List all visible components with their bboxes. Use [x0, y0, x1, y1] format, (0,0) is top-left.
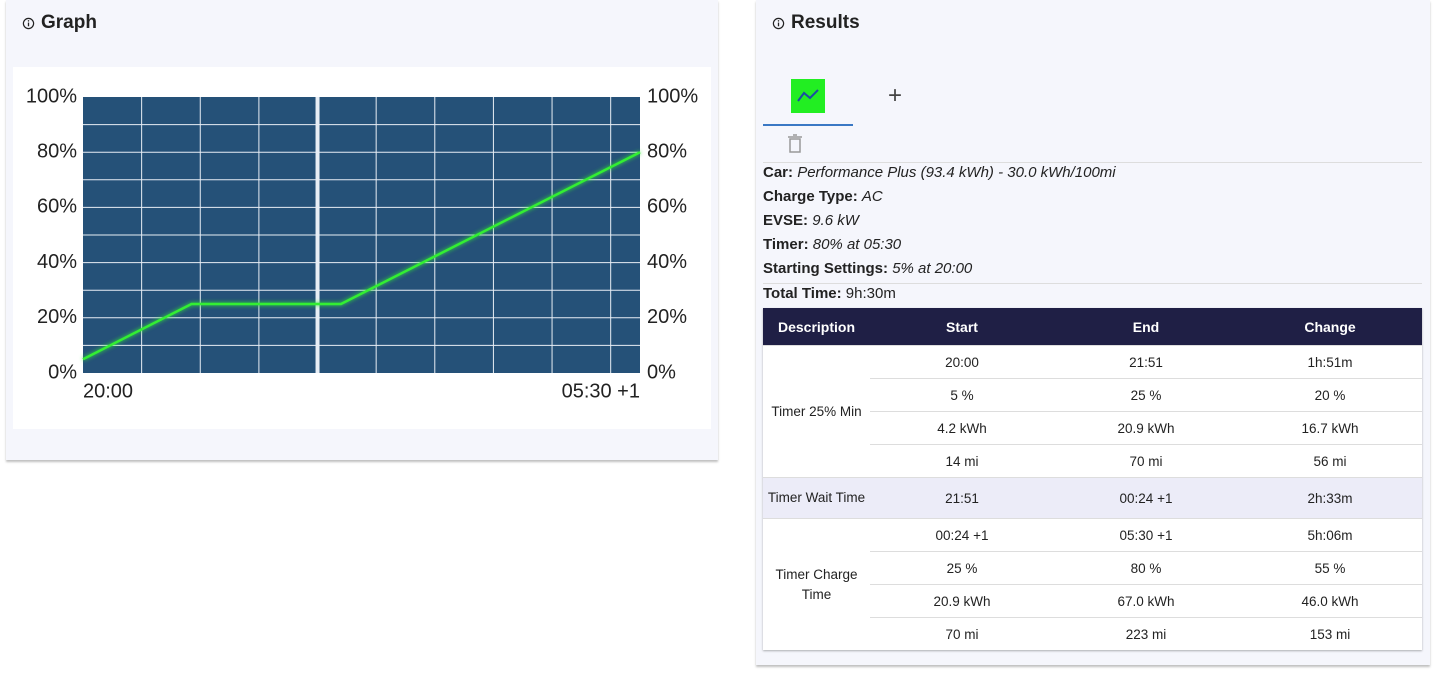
table-cell: 80 % [1054, 551, 1238, 585]
table-row: 25 % 80 % 55 % [763, 551, 1422, 585]
table-cell: 00:24 +1 [1054, 477, 1238, 519]
y-tick-label: 20% [37, 306, 77, 328]
table-row: 70 mi 223 mi 153 mi [763, 617, 1422, 650]
chart: 0% 20% 40% 60% 80% 100% 0% 20% 40% 60% 80% 100% 20:0… [13, 67, 711, 429]
info-row: Total Time: 9h:30m [763, 285, 896, 302]
divider [763, 162, 1422, 163]
table-cell: 153 mi [1238, 617, 1422, 650]
table-cell: 25 % [1054, 378, 1238, 412]
table-cell: 56 mi [1238, 444, 1422, 478]
column-header: Change [1238, 308, 1422, 346]
info-label: EVSE: [763, 212, 809, 229]
table-cell: 20:00 [870, 345, 1054, 379]
table-cell: 05:30 +1 [1054, 518, 1238, 552]
table-cell: 00:24 +1 [870, 518, 1054, 552]
info-value: 5% at 20:00 [892, 260, 973, 277]
table-cell: 46.0 kWh [1238, 584, 1422, 618]
table-row: 5 % 25 % 20 % [763, 378, 1422, 412]
add-tab[interactable]: + [888, 82, 903, 109]
panel-header: Graph [22, 12, 97, 34]
table-cell: 20.9 kWh [870, 584, 1054, 618]
y-tick-label: 40% [37, 251, 77, 273]
y2-tick-label: 0% [647, 361, 676, 383]
info-row: Starting Settings: 5% at 20:00 [763, 260, 972, 277]
info-label: Car: [763, 164, 794, 181]
y2-tick-label: 100% [647, 85, 698, 107]
info-label: Starting Settings: [763, 260, 889, 277]
panel-title: Graph [41, 12, 97, 33]
column-header: End [1054, 308, 1238, 346]
table-row: Timer Charge Time 00:24 +1 05:30 +1 5h:06m [763, 518, 1422, 650]
results-table: Description Start End Change Timer 25% Min 20… [763, 308, 1422, 650]
table-cell: 223 mi [1054, 617, 1238, 650]
y2-tick-label: 60% [647, 196, 687, 218]
description-cell: Timer 25% Min [763, 345, 870, 478]
result-tab[interactable] [791, 79, 825, 113]
table-cell: 21:51 [870, 477, 1054, 519]
y-tick-label: 100% [26, 85, 77, 107]
table-cell: 70 mi [1054, 444, 1238, 478]
table-cell: 1h:51m [1238, 345, 1422, 379]
x-tick-label: 20:00 [83, 380, 133, 402]
y-tick-label: 60% [37, 196, 77, 218]
info-icon[interactable] [772, 17, 785, 30]
table-cell: 20 % [1238, 378, 1422, 412]
table-cell: 5 % [870, 378, 1054, 412]
x-tick-label: 05:30 +1 [562, 380, 640, 402]
y-tick-label: 80% [37, 140, 77, 162]
info-label: Charge Type: [763, 188, 858, 205]
table-cell: 67.0 kWh [1054, 584, 1238, 618]
table-cell: 21:51 [1054, 345, 1238, 379]
table-cell: 55 % [1238, 551, 1422, 585]
info-value: AC [861, 188, 883, 205]
info-icon[interactable] [22, 17, 35, 30]
table-cell: 25 % [870, 551, 1054, 585]
y2-tick-label: 80% [647, 140, 687, 162]
table-cell: 5h:06m [1238, 518, 1422, 552]
table-cell: 20.9 kWh [1054, 411, 1238, 445]
divider [763, 283, 1422, 284]
line-series [82, 151, 641, 361]
column-header: Description [763, 308, 870, 346]
table-cell: 14 mi [870, 444, 1054, 478]
info-row: Charge Type: AC [763, 188, 883, 205]
column-header: Start [870, 308, 1054, 346]
description-cell: Timer Wait Time [763, 477, 870, 519]
tab-indicator [763, 124, 853, 126]
table-row: 14 mi 70 mi 56 mi [763, 444, 1422, 478]
table-row: 4.2 kWh 20.9 kWh 16.7 kWh [763, 411, 1422, 445]
panel-title: Results [791, 12, 860, 33]
table-cell: 16.7 kWh [1238, 411, 1422, 445]
table-row: Timer Wait Time 21:51 00:24 +1 2h:33m [763, 477, 1422, 519]
y2-tick-label: 20% [647, 306, 687, 328]
results-panel: Results + Car: Performance Plus (93.4 kW… [756, 0, 1430, 665]
table-row: Timer 25% Min 20:00 21:51 1h:51m [763, 345, 1422, 478]
tab-icon [797, 89, 819, 102]
info-row: Car: Performance Plus (93.4 kWh) - 30.0 … [763, 164, 1116, 181]
y2-tick-label: 40% [647, 251, 687, 273]
info-label: Total Time: [763, 285, 842, 302]
info-value: 80% at 05:30 [812, 236, 902, 253]
delete-icon[interactable] [787, 134, 803, 154]
table-cell: 2h:33m [1238, 477, 1422, 519]
table-cell: 4.2 kWh [870, 411, 1054, 445]
info-value: Performance Plus (93.4 kWh) - 30.0 kWh/1… [797, 164, 1116, 181]
header-row: Description Start End Change [763, 308, 1422, 346]
y-tick-label: 0% [48, 361, 77, 383]
table-row: 20.9 kWh 67.0 kWh 46.0 kWh [763, 584, 1422, 618]
panel-header: Results [772, 12, 860, 34]
info-label: Timer: [763, 236, 809, 253]
info-row: EVSE: 9.6 kW [763, 212, 859, 229]
info-value: 9.6 kW [812, 212, 859, 229]
table-cell: 70 mi [870, 617, 1054, 650]
info-row: Timer: 80% at 05:30 [763, 236, 901, 253]
graph-panel: Graph 0% 20% 40% 60% 80% 100% 0% 20% 40% 60% 80% 10… [6, 0, 718, 460]
info-value: 9h:30m [845, 285, 896, 302]
description-cell: Timer Charge Time [763, 518, 870, 650]
